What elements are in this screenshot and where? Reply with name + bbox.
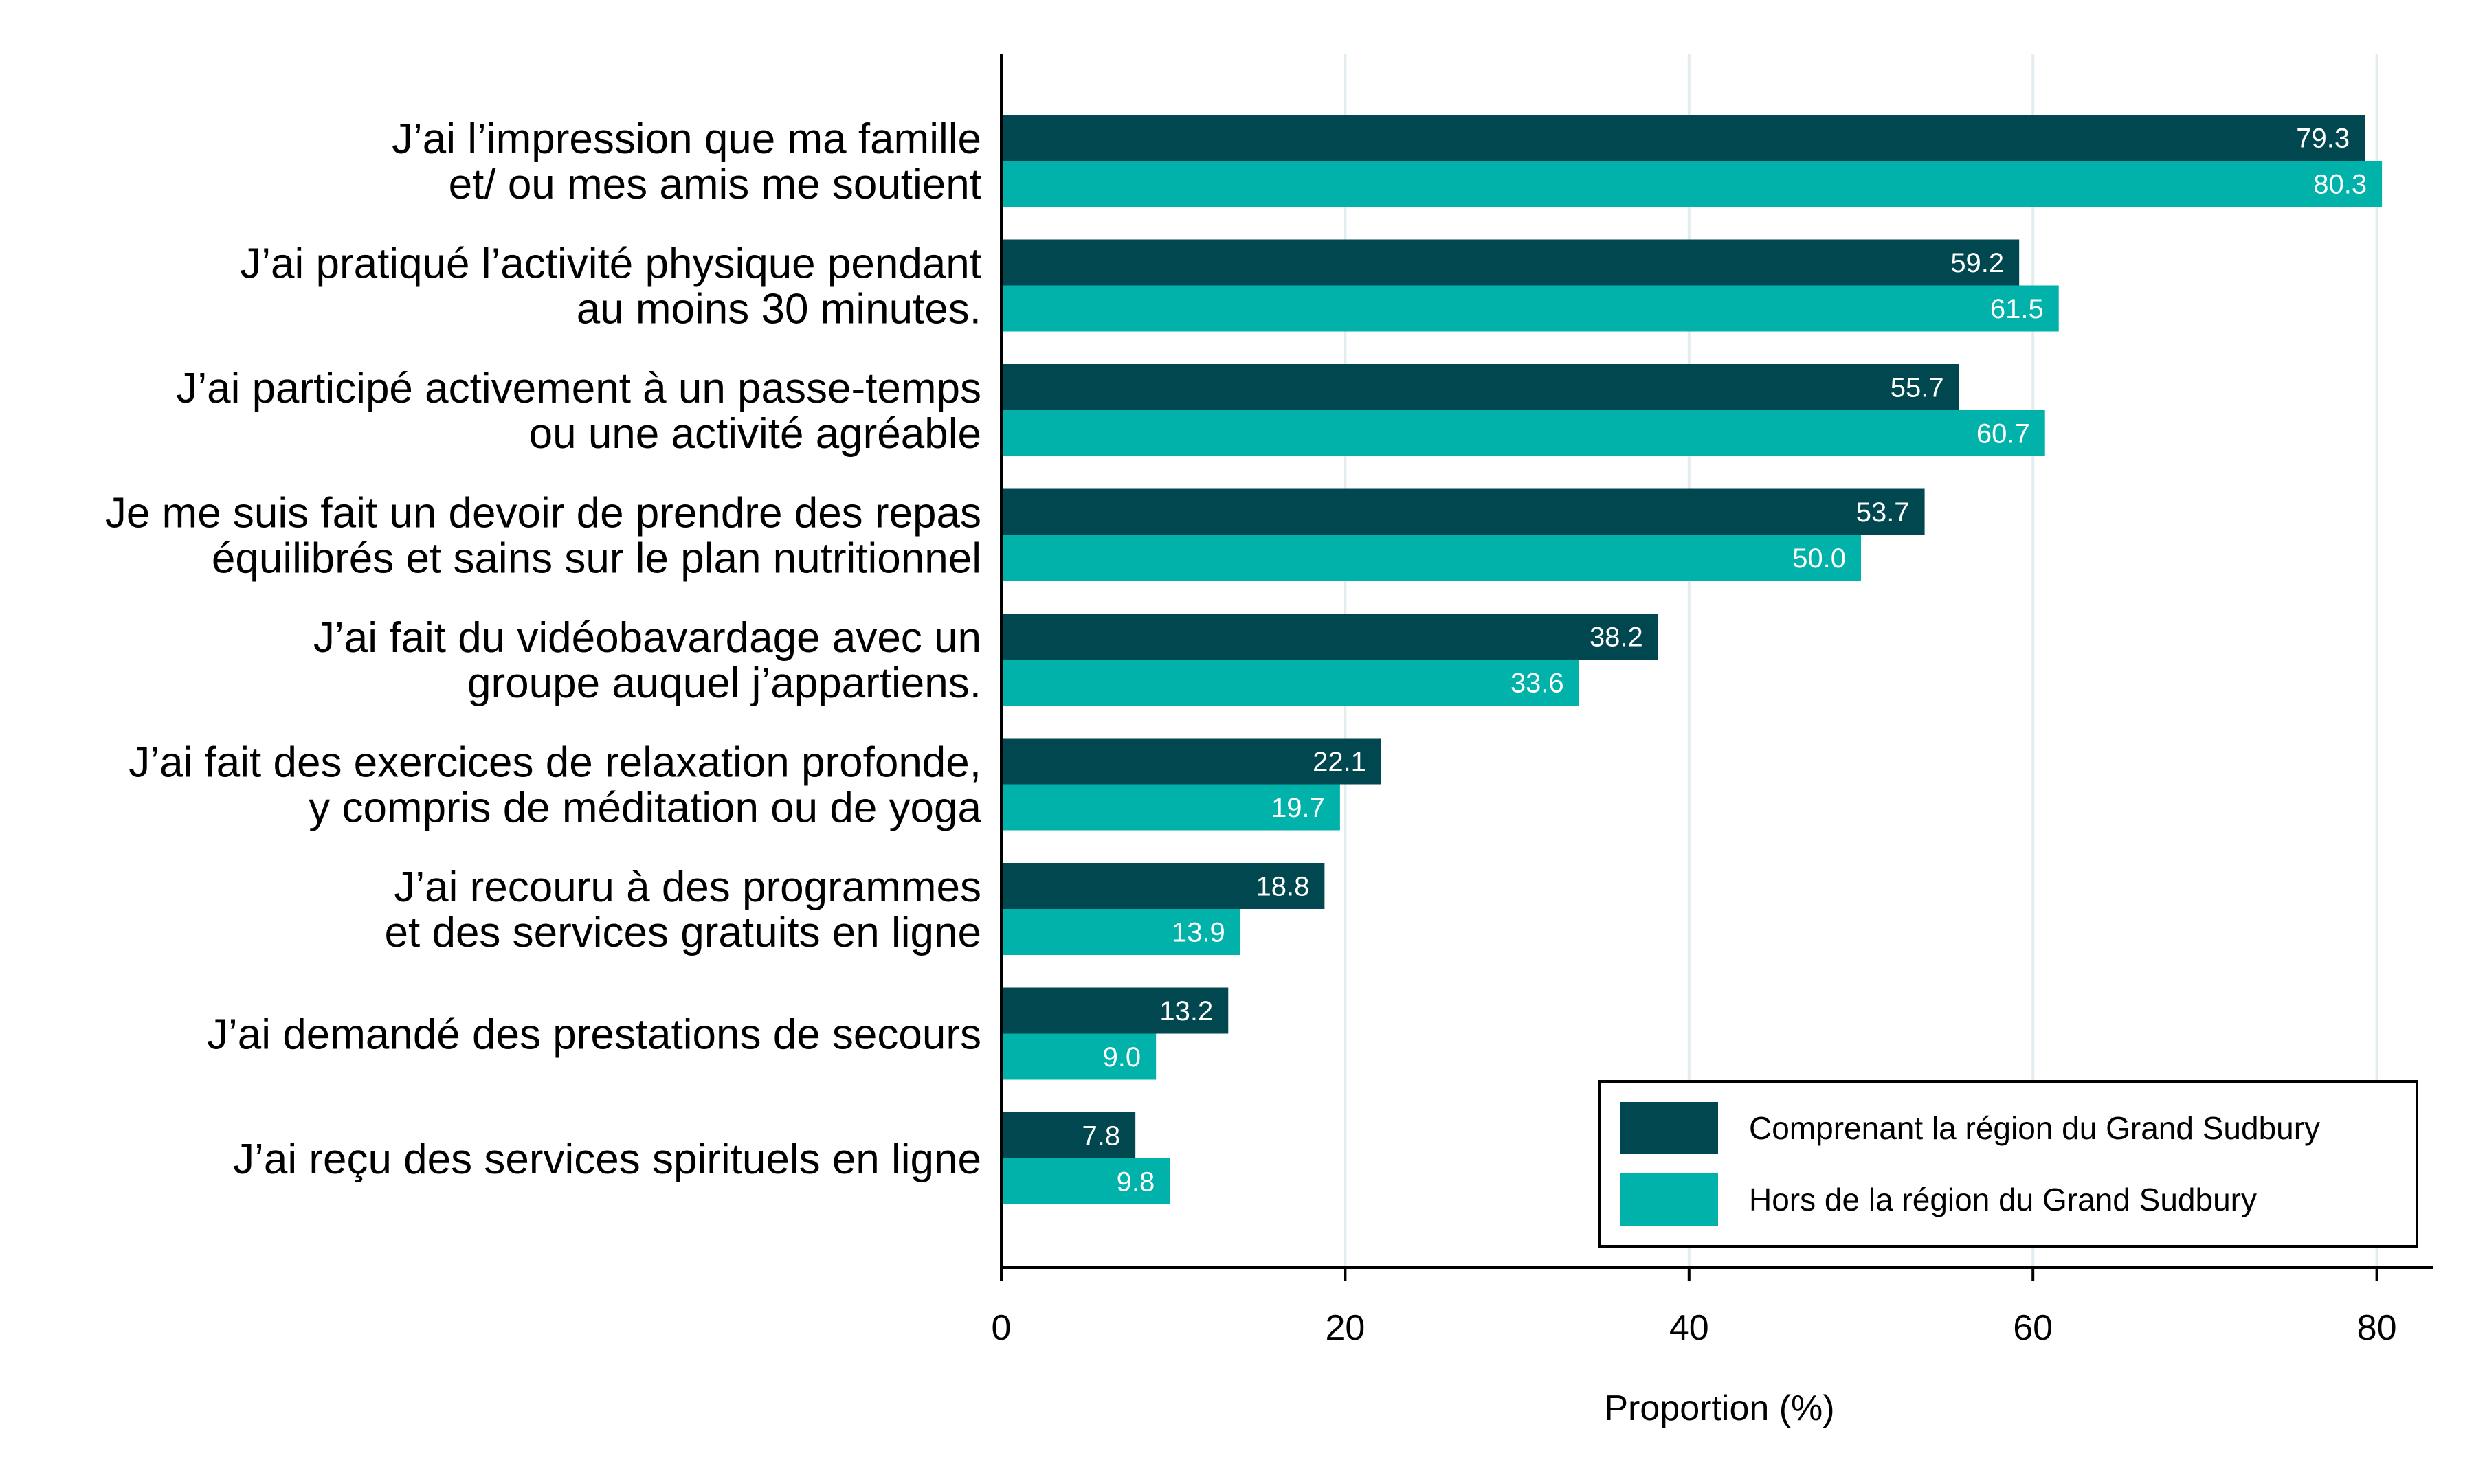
bar-value-label: 19.7: [1271, 793, 1325, 823]
x-tick-label: 20: [1325, 1308, 1365, 1348]
category-label-line: J’ai recouru à des programmes: [394, 864, 981, 911]
bar-s1-c4: [1001, 660, 1579, 706]
legend: Comprenant la région du Grand Sudbury Ho…: [1599, 1081, 2417, 1246]
bar-s1-c0: [1001, 161, 2382, 207]
bar-value-label: 22.1: [1313, 747, 1366, 777]
bar-chart: 79.3 80.3 59.2 61.5 55.7 60.7 53.7 50.0 38.2 33.6…: [0, 0, 2474, 1484]
bar-s0-c3: [1001, 489, 1925, 535]
category-label-line: J’ai reçu des services spirituels en lig…: [233, 1136, 981, 1183]
x-tick-label: 40: [1669, 1308, 1709, 1348]
bar-value-label: 9.8: [1117, 1167, 1155, 1198]
bar-s1-c3: [1001, 535, 1861, 581]
x-tick-label: 0: [992, 1308, 1012, 1348]
bar-s0-c1: [1001, 240, 2019, 286]
category-label-line: J’ai demandé des prestations de secours: [207, 1011, 981, 1059]
category-label-line: J’ai participé activement à un passe-tem…: [176, 365, 981, 412]
bar-s0-c4: [1001, 614, 1658, 660]
bar-s1-c2: [1001, 410, 2045, 456]
bar-value-label: 53.7: [1856, 497, 1910, 528]
bar-value-label: 60.7: [1976, 419, 2030, 449]
category-label-line: J’ai fait du vidéobavardage avec un: [313, 614, 981, 662]
bar-s0-c0: [1001, 115, 2365, 161]
bar-value-label: 80.3: [2313, 170, 2367, 200]
legend-swatch-comprenant: [1620, 1102, 1718, 1154]
bar-value-label: 9.0: [1103, 1042, 1141, 1072]
category-label-line: y compris de méditation ou de yoga: [309, 785, 981, 832]
bar-value-label: 33.6: [1511, 668, 1564, 699]
category-label-line: J’ai pratiqué l’activité physique pendan…: [240, 240, 981, 288]
bar-s1-c1: [1001, 286, 2059, 332]
bar-value-label: 50.0: [1792, 543, 1846, 574]
category-label-line: groupe auquel j’appartiens.: [467, 660, 981, 707]
bar-s0-c2: [1001, 364, 1959, 410]
legend-box: [1599, 1081, 2417, 1246]
bar-value-label: 13.2: [1159, 996, 1213, 1026]
x-axis-title: Proportion (%): [1604, 1389, 1834, 1428]
category-label-line: ou une activité agréable: [529, 410, 981, 458]
category-label-line: J’ai fait des exercices de relaxation pr…: [129, 739, 981, 787]
x-axis-ticks: 0 20 40 60 80: [992, 1268, 2397, 1348]
bar-value-label: 61.5: [1990, 294, 2044, 324]
category-label-line: équilibrés et sains sur le plan nutritio…: [212, 535, 981, 583]
category-label-line: et des services gratuits en ligne: [385, 909, 981, 956]
category-label-line: J’ai l’impression que ma famille: [392, 115, 981, 163]
bar-value-label: 55.7: [1891, 373, 1944, 403]
category-label-line: au moins 30 minutes.: [577, 286, 981, 333]
legend-swatch-hors: [1620, 1173, 1718, 1226]
bar-value-label: 59.2: [1950, 248, 2004, 278]
bar-value-label: 79.3: [2296, 124, 2350, 154]
chart-root: 79.3 80.3 59.2 61.5 55.7 60.7 53.7 50.0 38.2 33.6…: [0, 0, 2474, 1484]
category-label-line: et/ ou mes amis me soutient: [449, 161, 981, 208]
bars: 79.3 80.3 59.2 61.5 55.7 60.7 53.7 50.0 38.2 33.6…: [1001, 115, 2382, 1204]
legend-label-hors: Hors de la région du Grand Sudbury: [1749, 1182, 2257, 1217]
x-tick-label: 80: [2357, 1308, 2397, 1348]
bar-value-label: 7.8: [1082, 1121, 1121, 1151]
bar-value-label: 38.2: [1590, 622, 1643, 653]
legend-label-comprenant: Comprenant la région du Grand Sudbury: [1749, 1110, 2320, 1146]
bar-value-label: 13.9: [1172, 918, 1225, 948]
x-tick-label: 60: [2013, 1308, 2053, 1348]
category-label-line: Je me suis fait un devoir de prendre des…: [105, 490, 981, 537]
bar-value-label: 18.8: [1256, 872, 1310, 902]
